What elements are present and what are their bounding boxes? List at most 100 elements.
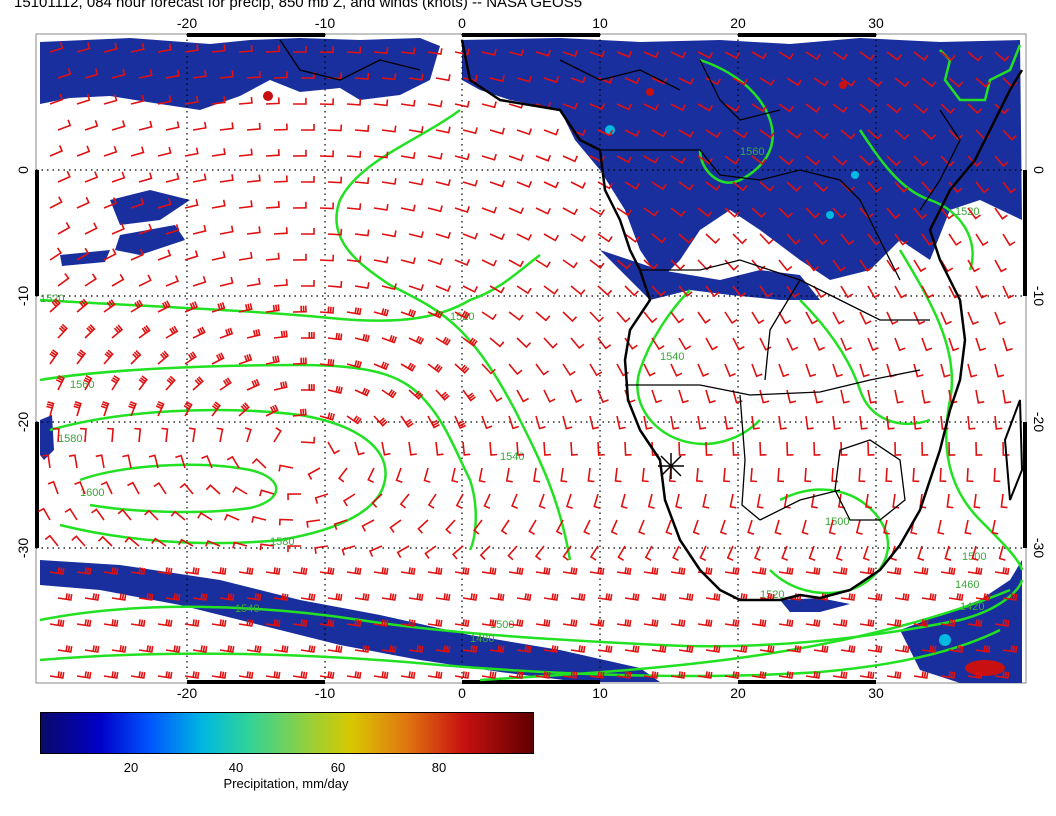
- wind-barb: [144, 509, 159, 521]
- wind-barb: [678, 233, 694, 244]
- wind-barb: [454, 206, 470, 214]
- wind-barb: [219, 377, 232, 391]
- wind-barb: [273, 593, 289, 601]
- wind-barb: [778, 155, 794, 166]
- wind-barb: [103, 671, 119, 679]
- wind-barb: [994, 155, 1009, 168]
- wind-barb: [165, 172, 180, 183]
- wind-barb: [894, 285, 907, 299]
- wind-barb: [975, 337, 987, 352]
- wind-barb: [624, 645, 640, 653]
- wind-barb: [724, 619, 740, 627]
- wind-barb: [265, 252, 280, 261]
- wind-barb: [832, 363, 843, 378]
- wind-barb: [940, 567, 956, 575]
- wind-barb: [319, 46, 334, 54]
- wind-barb: [1002, 337, 1013, 352]
- wind-barb: [937, 519, 945, 535]
- wind-barb: [500, 519, 510, 535]
- wind-barb: [705, 233, 721, 245]
- wind-barb: [535, 259, 551, 269]
- wind-barb: [643, 671, 659, 679]
- wind-barb: [651, 77, 668, 85]
- wind-barb: [508, 311, 524, 321]
- wind-barb: [751, 103, 767, 113]
- wind-barb: [381, 593, 397, 601]
- wind-barb: [651, 593, 667, 601]
- wind-barb: [886, 51, 902, 61]
- wind-barb: [562, 50, 578, 58]
- wind-barb: [381, 125, 397, 133]
- wind-barb: [751, 311, 765, 325]
- wind-barb: [697, 155, 713, 165]
- wind-barb: [408, 73, 424, 81]
- wind-barb: [840, 441, 848, 456]
- wind-barb: [211, 619, 227, 627]
- wind-barb: [940, 311, 952, 325]
- wind-barb: [967, 259, 980, 273]
- wind-barb: [894, 593, 910, 601]
- wind-barb: [753, 545, 761, 562]
- contour-label: 1500: [962, 551, 986, 563]
- madagascar: [1003, 399, 1024, 501]
- wind-barb: [508, 671, 524, 679]
- wind-barb: [175, 454, 186, 469]
- wind-barb: [435, 441, 444, 456]
- wind-barb: [161, 427, 169, 443]
- wind-barb: [912, 467, 920, 483]
- wind-barb: [948, 441, 956, 456]
- wind-barb: [381, 177, 397, 185]
- wind-barb: [73, 401, 82, 417]
- wind-barb: [759, 337, 772, 351]
- wind-barb: [381, 335, 398, 344]
- wind-barb: [454, 258, 471, 266]
- wind-barb: [894, 77, 910, 88]
- wind-barb: [543, 441, 551, 456]
- wind-barb: [778, 259, 793, 272]
- wind-barb: [327, 645, 343, 653]
- wind-barb: [732, 645, 748, 653]
- wind-barb: [944, 545, 952, 561]
- wind-barb: [454, 671, 470, 679]
- wind-barb: [292, 567, 308, 575]
- wind-barb: [724, 51, 741, 60]
- wind-barb: [84, 222, 98, 235]
- wind-barb: [178, 538, 194, 547]
- wind-barb: [946, 493, 954, 509]
- wind-barb: [535, 619, 551, 627]
- wind-barb: [399, 493, 410, 509]
- wind-barb: [516, 389, 529, 403]
- wind-barb: [130, 197, 145, 209]
- wind-barb: [111, 645, 127, 653]
- wind-barb: [913, 619, 929, 627]
- wind-barb: [913, 155, 928, 167]
- wind-barb: [211, 352, 225, 365]
- wind-barb: [211, 401, 222, 417]
- wind-barb: [427, 309, 444, 319]
- wind-barb: [651, 389, 663, 404]
- wind-barb: [49, 42, 64, 53]
- wind-barb: [265, 149, 280, 157]
- wind-barb: [327, 332, 343, 341]
- wind-barb: [894, 181, 909, 193]
- wind-barb: [759, 233, 774, 245]
- wind-barb: [219, 645, 235, 653]
- wind-barb: [57, 273, 70, 287]
- wind-barb: [832, 207, 847, 219]
- wind-barb: [400, 309, 417, 318]
- wind-barb: [805, 567, 821, 575]
- wind-barb: [188, 427, 196, 443]
- wind-barb: [408, 231, 424, 239]
- wind-barb: [427, 100, 443, 108]
- wind-barb: [47, 480, 59, 495]
- wind-barb: [670, 363, 683, 377]
- wind-barb: [865, 493, 873, 509]
- wind-barb: [179, 482, 194, 495]
- wind-barb: [130, 43, 145, 53]
- wind-barb: [427, 152, 443, 160]
- wind-barb: [128, 400, 137, 417]
- country-borders: [279, 39, 961, 521]
- wind-barb: [435, 231, 451, 239]
- wind-barb: [570, 337, 585, 350]
- contour-label: 1520: [955, 206, 979, 218]
